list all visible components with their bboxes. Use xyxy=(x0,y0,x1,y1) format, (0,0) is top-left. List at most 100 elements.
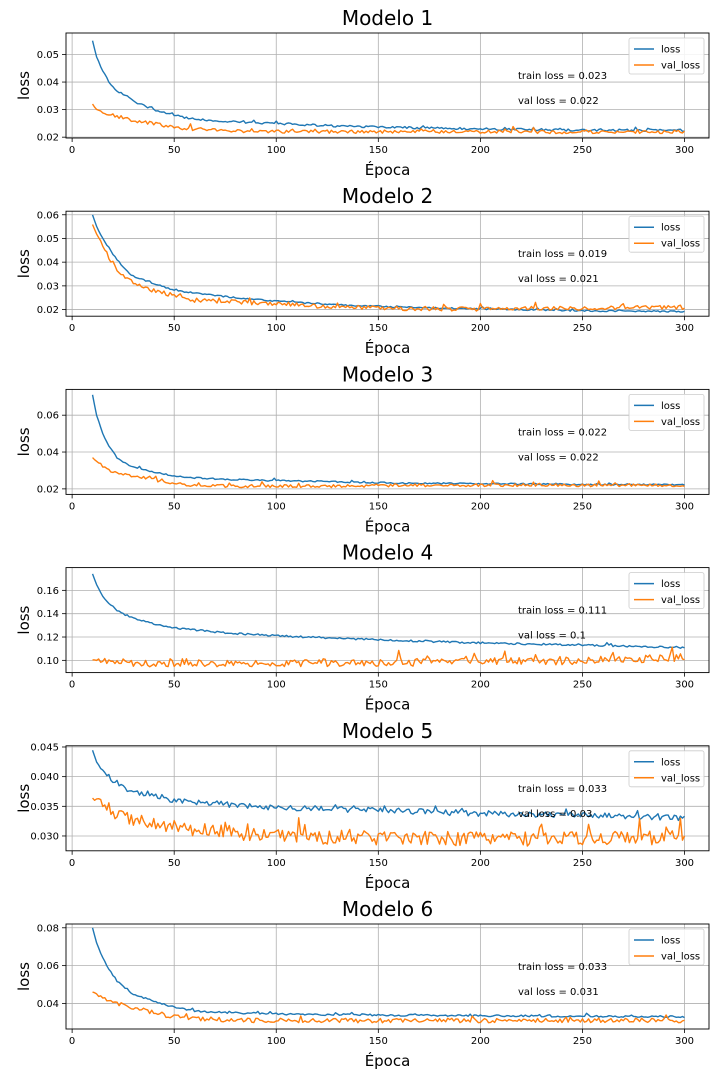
x-axis-label: Época xyxy=(365,873,411,892)
annotation-text: val loss = 0.1 xyxy=(518,631,586,642)
chart-modelo-6: Modelo 6 0 50 100 150 200 250 300 0.04 0.06 0.08 Ép… xyxy=(15,897,710,1070)
x-tick-label: 100 xyxy=(267,501,286,512)
legend: loss val_loss xyxy=(628,572,705,609)
x-axis-label: Época xyxy=(365,1051,411,1070)
chart-title: Modelo 4 xyxy=(342,541,433,565)
y-tick-label: 0.08 xyxy=(37,923,59,934)
y-tick-label: 0.05 xyxy=(37,50,59,61)
x-tick-label: 250 xyxy=(573,323,592,334)
x-tick-label: 100 xyxy=(267,858,286,869)
x-tick-label: 300 xyxy=(675,680,694,691)
x-tick-label: 150 xyxy=(369,1036,388,1047)
legend: loss val_loss xyxy=(628,37,705,75)
y-tick-label: 0.03 xyxy=(37,105,59,116)
series-line-val-loss xyxy=(92,457,685,489)
chart-title: Modelo 3 xyxy=(342,362,433,386)
x-tick-label: 200 xyxy=(471,680,490,691)
x-tick-label: 50 xyxy=(168,858,181,869)
x-tick-label: 300 xyxy=(675,145,694,156)
chart-title: Modelo 2 xyxy=(342,184,433,208)
x-tick-label: 150 xyxy=(369,858,388,869)
x-tick-label: 200 xyxy=(471,145,490,156)
y-tick-label: 0.12 xyxy=(37,633,59,644)
legend-label: loss xyxy=(661,936,680,947)
y-tick-label: 0.02 xyxy=(37,305,59,316)
y-tick-label: 0.16 xyxy=(37,586,59,597)
y-tick-label: 0.14 xyxy=(37,609,59,620)
series-line-loss xyxy=(91,394,685,486)
x-tick-label: 150 xyxy=(369,680,388,691)
x-tick-label: 150 xyxy=(369,323,388,334)
annotation-text: train loss = 0.033 xyxy=(518,784,607,795)
legend-label: val_loss xyxy=(661,239,700,250)
y-tick-label: 0.04 xyxy=(37,999,59,1010)
legend: loss val_loss xyxy=(628,393,705,431)
x-tick-label: 0 xyxy=(69,145,75,156)
axes-frame xyxy=(65,923,710,1030)
legend-label: val_loss xyxy=(661,595,700,606)
chart-modelo-5: Modelo 5 0 50 100 150 200 250 300 0.030 0.035 0.04… xyxy=(15,719,710,892)
y-tick-label: 0.04 xyxy=(37,258,59,269)
x-tick-label: 250 xyxy=(573,680,592,691)
y-axis-label: loss xyxy=(15,605,33,634)
legend: loss val_loss xyxy=(628,750,705,788)
x-tick-label: 300 xyxy=(675,323,694,334)
x-tick-label: 100 xyxy=(267,1036,286,1047)
chart-modelo-3: Modelo 3 0 50 100 150 200 250 300 0.02 0.04 0.06 Ép… xyxy=(15,362,710,535)
x-axis-label: Época xyxy=(365,695,411,714)
x-tick-label: 250 xyxy=(573,1036,592,1047)
x-tick-label: 300 xyxy=(675,858,694,869)
y-tick-label: 0.045 xyxy=(30,742,59,753)
x-tick-label: 250 xyxy=(573,501,592,512)
legend-label: val_loss xyxy=(661,61,700,72)
axes-frame xyxy=(65,210,710,317)
series-line-loss xyxy=(91,214,685,313)
y-axis-label: loss xyxy=(15,71,33,100)
series-line-val-loss xyxy=(92,646,685,668)
y-tick-label: 0.03 xyxy=(37,281,59,292)
chart-title: Modelo 1 xyxy=(342,6,433,30)
chart-modelo-2: Modelo 2 0 50 100 150 200 250 300 0.02 0.03 0.04 0.… xyxy=(15,184,710,357)
axes-frame xyxy=(65,567,710,674)
series-line-val-loss xyxy=(92,797,686,847)
axes-frame xyxy=(65,388,710,495)
y-tick-label: 0.040 xyxy=(30,772,59,783)
x-tick-label: 50 xyxy=(168,501,181,512)
y-axis-label: loss xyxy=(15,427,33,456)
annotation-text: train loss = 0.022 xyxy=(518,427,607,438)
annotation-text: train loss = 0.111 xyxy=(518,606,607,617)
series-line-val-loss xyxy=(91,224,685,312)
annotation-text: train loss = 0.019 xyxy=(518,249,607,260)
y-tick-label: 0.02 xyxy=(37,484,59,495)
annotation-text: val loss = 0.022 xyxy=(518,452,599,463)
x-tick-label: 200 xyxy=(471,323,490,334)
chart-title: Modelo 5 xyxy=(342,719,433,743)
x-tick-label: 200 xyxy=(471,858,490,869)
y-tick-label: 0.02 xyxy=(37,133,59,144)
x-tick-label: 300 xyxy=(675,501,694,512)
x-tick-label: 150 xyxy=(369,145,388,156)
x-tick-label: 250 xyxy=(573,858,592,869)
y-axis-label: loss xyxy=(15,784,33,813)
x-tick-label: 200 xyxy=(471,501,490,512)
x-axis-label: Época xyxy=(365,338,411,357)
y-axis-label: loss xyxy=(15,249,33,278)
annotation-text: train loss = 0.023 xyxy=(518,71,607,82)
chart-modelo-1: Modelo 1 0 50 100 150 200 250 300 0.02 0.03 0.04 0.… xyxy=(15,6,710,179)
series-line-val-loss xyxy=(92,991,685,1024)
legend: loss val_loss xyxy=(628,215,705,253)
x-tick-label: 50 xyxy=(168,1036,181,1047)
y-tick-label: 0.10 xyxy=(37,656,59,667)
x-tick-label: 100 xyxy=(267,145,286,156)
y-tick-label: 0.06 xyxy=(37,411,59,422)
x-tick-label: 50 xyxy=(168,680,181,691)
legend: loss val_loss xyxy=(628,928,705,966)
x-tick-label: 300 xyxy=(675,1036,694,1047)
y-tick-label: 0.06 xyxy=(37,961,59,972)
x-axis-label: Época xyxy=(365,160,411,179)
legend-label: val_loss xyxy=(661,952,700,963)
x-axis-label: Época xyxy=(365,516,411,535)
x-tick-label: 100 xyxy=(267,323,286,334)
